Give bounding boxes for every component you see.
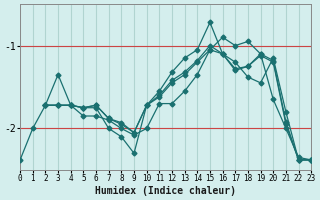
- X-axis label: Humidex (Indice chaleur): Humidex (Indice chaleur): [95, 186, 236, 196]
